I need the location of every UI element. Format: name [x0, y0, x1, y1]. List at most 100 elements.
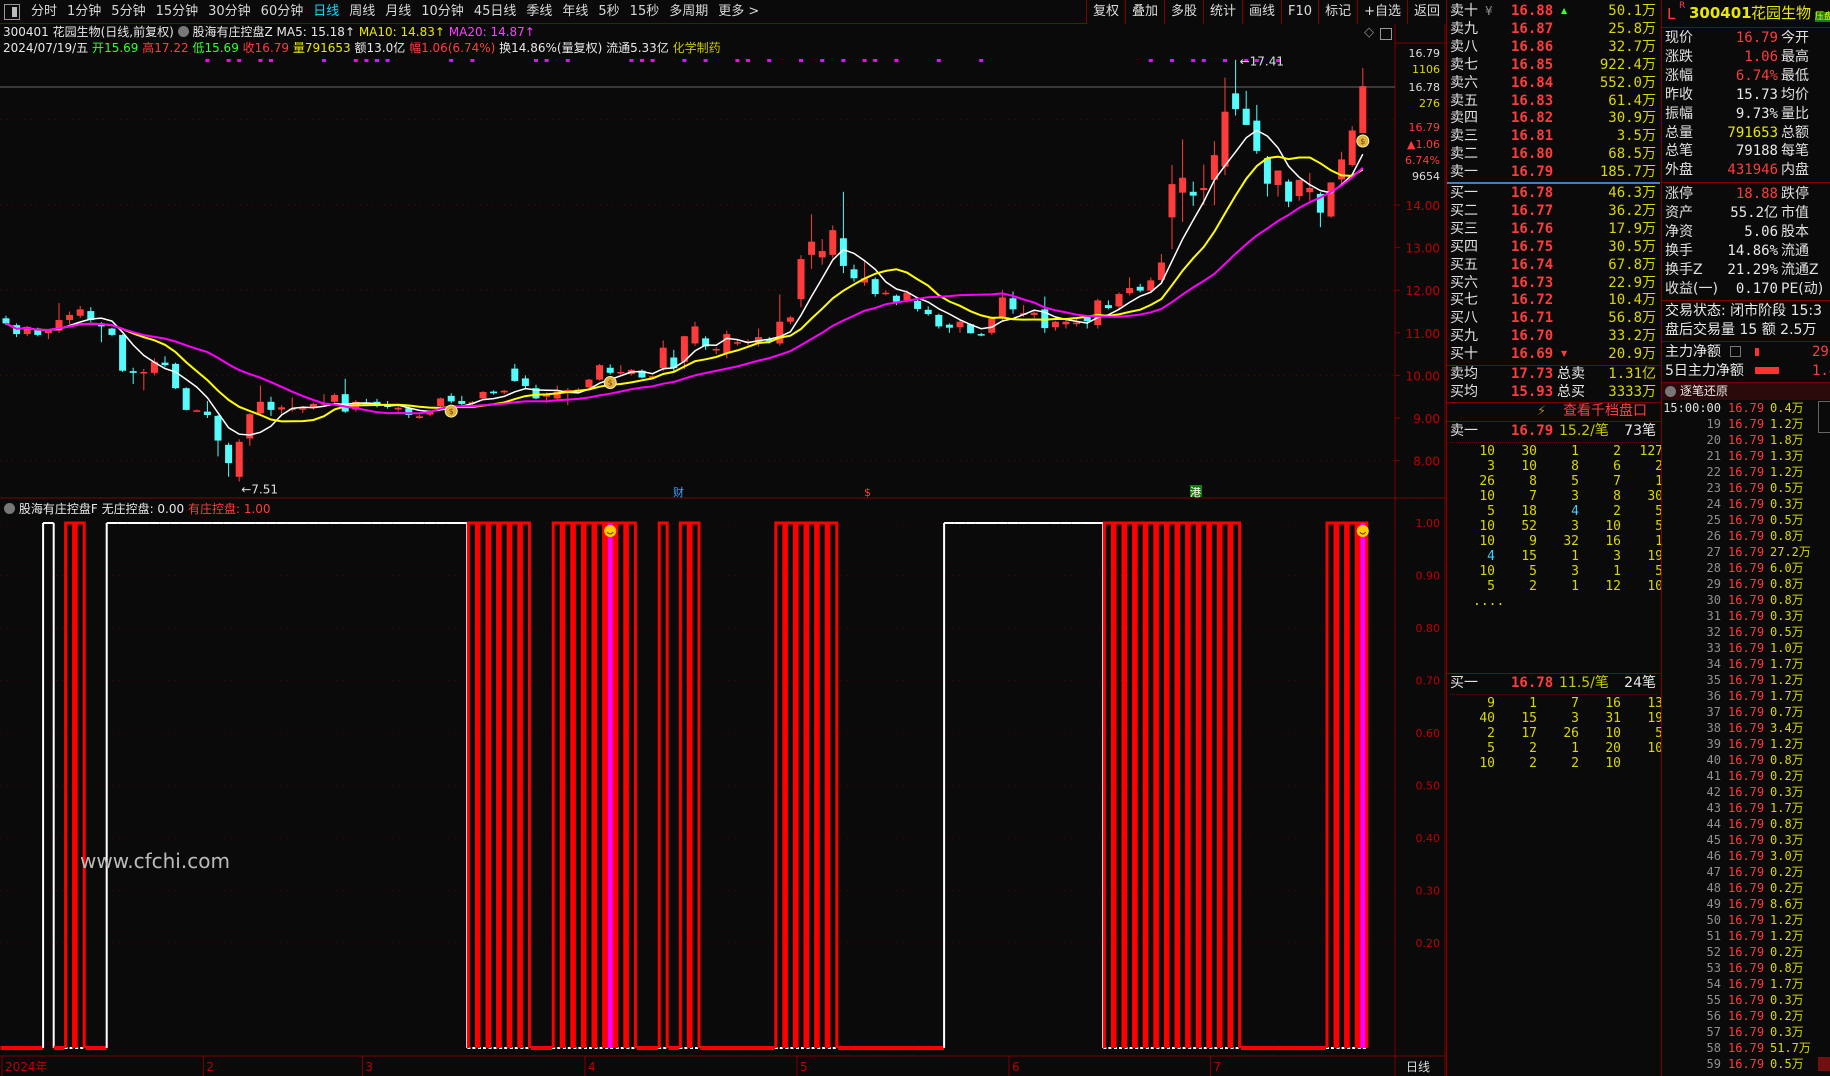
finance-marker[interactable]: 财 — [673, 485, 684, 499]
sell-level-row[interactable]: 卖六 16.84 552.0万 — [1447, 75, 1660, 92]
industry[interactable]: 化学制药 — [672, 41, 721, 55]
queue-header: 卖一 16.79 15.2/笔 73笔 — [1447, 423, 1660, 440]
period-tab[interactable]: 周线 — [349, 3, 376, 19]
indicator-name: 股海有庄控盘Z — [192, 25, 273, 39]
panel-toggle-icon[interactable] — [4, 3, 20, 20]
money-bag-icon: $ — [444, 404, 458, 418]
period-tab[interactable]: 年线 — [562, 3, 589, 19]
sell-level-row[interactable]: 卖一 16.79 185.7万 — [1447, 164, 1660, 181]
indicator-bar — [795, 521, 807, 1049]
period-tab[interactable]: 日线 — [313, 3, 340, 19]
candle — [458, 395, 466, 406]
candle — [214, 415, 222, 457]
tick-row: 26 16.79 0.8万 — [1662, 529, 1830, 545]
period-tab[interactable]: 5秒 — [598, 3, 620, 19]
vol-value: 791653 — [304, 41, 351, 55]
period-tab[interactable]: 更多 > — [718, 3, 760, 19]
period-tab[interactable]: 60分钟 — [260, 3, 304, 19]
toolbar-button[interactable]: 复权 — [1085, 0, 1125, 24]
buy-level-row[interactable]: 买四 16.75 30.5万 — [1447, 239, 1660, 256]
queue-size: 10 — [1647, 579, 1663, 594]
sell-level-row[interactable]: 卖二 16.80 68.5万 — [1447, 146, 1660, 163]
toolbar-button[interactable]: F10 — [1281, 0, 1318, 24]
candle — [437, 397, 445, 408]
period-tab[interactable]: 15分钟 — [155, 3, 199, 19]
candle — [203, 400, 211, 418]
tick-row: 45 16.79 0.3万 — [1662, 833, 1830, 849]
diamond-icon[interactable]: ◇ — [1364, 25, 1374, 40]
buy-level-row[interactable]: 买五 16.74 67.8万 — [1447, 257, 1660, 274]
crosshair-readout: 16.79 — [1409, 121, 1441, 134]
toolbar-button[interactable]: 返回 — [1406, 0, 1446, 24]
toolbar-button[interactable]: 画线 — [1242, 0, 1281, 24]
indicator-bar — [583, 521, 595, 1049]
chevron-down-icon[interactable] — [4, 503, 15, 514]
queue-size: 4 — [1571, 504, 1579, 519]
signal-dot — [258, 59, 263, 62]
ticks-header[interactable]: 逐笔还原 — [1662, 382, 1830, 400]
sell-level-row[interactable]: 卖十 16.88 50.1万 ¥ ▲ — [1447, 3, 1660, 20]
sell-level-row[interactable]: 卖三 16.81 3.5万 — [1447, 128, 1660, 145]
queue-size: 17 — [1521, 726, 1537, 741]
buy-level-row[interactable]: 买七 16.72 10.4万 — [1447, 292, 1660, 309]
period-tab[interactable]: 季线 — [526, 3, 553, 19]
chevron-down-icon[interactable] — [1665, 386, 1676, 397]
sell-level-row[interactable]: 卖九 16.87 25.8万 — [1447, 21, 1660, 38]
quote-label-right: 最低 — [1781, 67, 1809, 84]
indicator-bar — [625, 521, 637, 1049]
tick-price: 16.79 — [1728, 881, 1765, 895]
sell-level-row[interactable]: 卖八 16.86 32.7万 — [1447, 39, 1660, 56]
period-tab[interactable]: 分时 — [31, 3, 58, 19]
view-1000-levels-button[interactable]: 查看千档盘口 — [1563, 403, 1647, 419]
buy-level-row[interactable]: 买九 16.70 33.2万 — [1447, 328, 1660, 345]
period-tab[interactable]: 5分钟 — [111, 3, 146, 19]
buy-level-row[interactable]: 买六 16.73 22.9万 — [1447, 275, 1660, 292]
hk-marker[interactable]: 港 — [1190, 486, 1201, 499]
sell-level-row[interactable]: 卖四 16.82 30.9万 — [1447, 110, 1660, 127]
layout-icon[interactable] — [1380, 28, 1392, 40]
toolbar-button[interactable]: 统计 — [1203, 0, 1242, 24]
sell-level-row[interactable]: 卖七 16.85 922.4万 — [1447, 57, 1660, 74]
price: 16.77 — [1511, 202, 1554, 219]
period-tab[interactable]: 45日线 — [473, 3, 517, 19]
list-icon[interactable] — [1730, 346, 1741, 357]
indicator-bar — [572, 521, 584, 1049]
period-tab[interactable]: 15秒 — [629, 3, 660, 19]
buy-level-row[interactable]: 买三 16.76 17.9万 — [1447, 221, 1660, 238]
candle — [850, 264, 858, 282]
date-tick-label: 7 — [1213, 1060, 1221, 1074]
toolbar-button[interactable]: 多股 — [1163, 0, 1203, 24]
buy-level-row[interactable]: 买八 16.71 56.8万 — [1447, 310, 1660, 327]
date-tick-label: 6 — [1012, 1060, 1020, 1074]
period-label[interactable]: 日线 — [1406, 1060, 1430, 1074]
candle — [511, 363, 519, 382]
toolbar-button[interactable]: +自选 — [1357, 0, 1407, 24]
buy-level-row[interactable]: 买一 16.78 46.3万 — [1447, 185, 1660, 202]
sell-level-row[interactable]: 卖五 16.83 61.4万 — [1447, 93, 1660, 110]
period-tab[interactable]: 月线 — [385, 3, 412, 19]
tick-time: 55 — [1706, 993, 1721, 1007]
tick-row: 53 16.79 0.8万 — [1662, 961, 1830, 977]
signal-dot — [1201, 59, 1206, 62]
toolbar-button[interactable]: 叠加 — [1124, 0, 1164, 24]
kline-chart[interactable]: 14.00 13.00 12.00 11.00 10.00 9.00 8.00 16.79 11… — [0, 0, 1446, 1076]
signal-dot — [353, 59, 358, 62]
queue-size: 10 — [1479, 756, 1495, 771]
period-tab[interactable]: 1分钟 — [67, 3, 102, 19]
chevron-down-icon[interactable] — [177, 26, 189, 37]
queue-row: 10 7 3 8 30 — [1447, 490, 1663, 505]
period-tab[interactable]: 多周期 — [669, 3, 709, 19]
price: 16.80 — [1511, 146, 1554, 163]
volume: 67.8万 — [1608, 256, 1656, 273]
period-tab[interactable]: 10分钟 — [421, 3, 464, 19]
period-tab[interactable]: 30分钟 — [208, 3, 251, 19]
buy-level-row[interactable]: 买二 16.77 36.2万 — [1447, 203, 1660, 220]
indicator-tick-label: 0.60 — [1416, 727, 1441, 740]
quote-value: 791653 — [1727, 124, 1778, 141]
signal-dot — [1148, 59, 1153, 62]
dollar-marker[interactable]: $ — [864, 486, 871, 499]
tick-time: 19 — [1706, 417, 1721, 431]
toolbar-button[interactable]: 标记 — [1318, 0, 1357, 24]
buy-level-row[interactable]: 买十 16.69 20.9万 ▼ — [1447, 346, 1660, 363]
indicator-bar — [774, 521, 786, 1049]
